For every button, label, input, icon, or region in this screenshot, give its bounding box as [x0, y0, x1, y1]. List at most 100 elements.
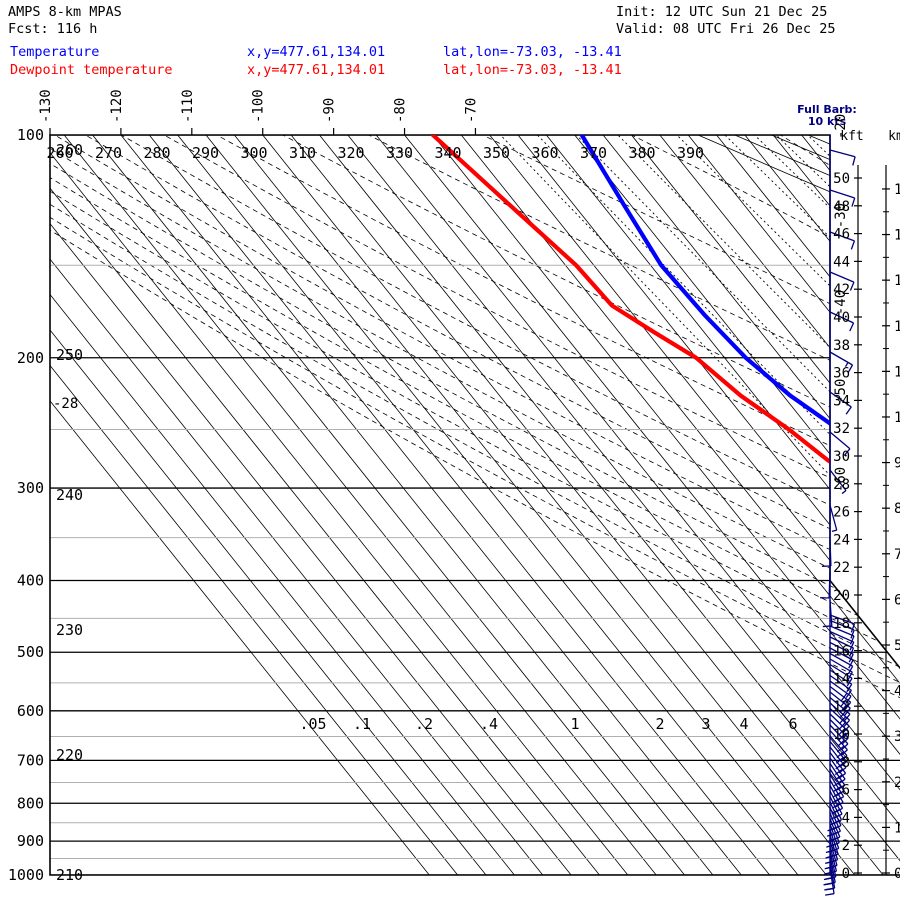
kft-tick-label: 36	[833, 366, 850, 382]
plot-frame	[49, 134, 900, 876]
valid-time: Valid: 08 UTC Fri 26 Dec 25	[616, 21, 836, 37]
pressure-tick-label: 700	[17, 751, 44, 769]
pressure-tick-label: 800	[17, 794, 44, 812]
right-temperature-label: -50	[833, 379, 849, 404]
mixing-ratio-label: 4	[739, 715, 748, 733]
kft-tick-label: 44	[833, 254, 850, 270]
kft-axis-title: kft	[840, 129, 863, 144]
dewpoint-curve	[430, 135, 900, 875]
kft-tick-label: 4	[842, 810, 850, 826]
right-temperature-label: -30	[833, 203, 849, 228]
km-tick-label: 13.	[894, 273, 900, 289]
theta-top-label: 270	[95, 144, 122, 162]
km-tick-label: 8.	[894, 501, 900, 517]
km-tick-label: 1.	[894, 820, 900, 836]
theta-left-label: 260	[56, 141, 83, 159]
km-tick-label: 14.	[894, 228, 900, 244]
temperature-xy-readout: x,y=477.61,134.01	[247, 44, 386, 60]
kft-tick-label: 30	[833, 449, 850, 465]
kft-tick-label: 6	[842, 783, 850, 799]
isotherm-lines	[50, 135, 900, 875]
kft-tick-label: 24	[833, 532, 850, 548]
top-temperature-label: -80	[393, 98, 409, 123]
top-temperature-label: -110	[180, 89, 196, 123]
mixing-ratio-label: 1	[570, 715, 579, 733]
km-tick-label: 15.	[894, 182, 900, 198]
theta-left-label: 210	[56, 866, 83, 884]
top-temperature-label: -70	[463, 98, 479, 123]
kft-tick-label: 2	[842, 838, 850, 854]
top-temperature-label: -130	[38, 89, 54, 123]
km-tick-label: 12.	[894, 319, 900, 335]
km-tick-label: 0.	[894, 866, 900, 882]
kft-tick-label: 26	[833, 505, 850, 521]
mixing-ratio-label: .1	[353, 715, 371, 733]
mixing-ratio-label: 3	[701, 715, 710, 733]
forecast-hour: Fcst: 116 h	[8, 21, 98, 37]
kft-tick-label: 46	[833, 227, 850, 243]
kft-tick-label: 16	[833, 644, 850, 660]
right-temperature-label: -40	[833, 290, 849, 315]
theta-top-label: 320	[337, 144, 364, 162]
pressure-tick-label: 500	[17, 643, 44, 661]
mixing-ratio-label: .05	[299, 715, 326, 733]
top-temperature-label: -120	[109, 89, 125, 123]
theta-left-label: 250	[56, 346, 83, 364]
temperature-legend-label: Temperature	[10, 44, 100, 60]
isobar-lines	[50, 135, 900, 875]
temperature-latlon-readout: lat,lon=-73.03, -13.41	[443, 44, 622, 60]
theta-top-label: 280	[143, 144, 170, 162]
sounding-curves	[430, 135, 900, 875]
kft-tick-label: 10	[833, 727, 850, 743]
top-temperature-label: -90	[322, 98, 338, 123]
kft-tick-label: 42	[833, 282, 850, 298]
kft-tick-label: 28	[833, 477, 850, 493]
kft-tick-label: 18	[833, 616, 850, 632]
km-axis-title: km	[888, 129, 900, 144]
theta-top-label: 390	[677, 144, 704, 162]
kft-tick-label: 50	[833, 171, 850, 187]
kft-tick-label: 40	[833, 310, 850, 326]
theta-top-label: 260	[46, 144, 73, 162]
pressure-tick-label: 900	[17, 832, 44, 850]
mixing-ratio-label: .4	[480, 715, 498, 733]
theta-left-label: 220	[56, 746, 83, 764]
top-temperature-label: -100	[251, 89, 267, 123]
theta-top-label: 380	[628, 144, 655, 162]
theta-left-label: 230	[56, 621, 83, 639]
km-tick-label: 7.	[894, 547, 900, 563]
kft-tick-label: 34	[833, 393, 850, 409]
pressure-tick-label: 300	[17, 479, 44, 497]
pressure-tick-label: 400	[17, 572, 44, 590]
theta-top-label: 300	[240, 144, 267, 162]
kft-tick-label: 38	[833, 338, 850, 354]
isotherm-edge-label: -28	[53, 396, 78, 412]
wind-barb-column	[820, 135, 856, 896]
kft-tick-label: 22	[833, 560, 850, 576]
kft-tick-label: 0	[842, 866, 850, 882]
km-tick-label: 5.	[894, 638, 900, 654]
theta-top-label: 290	[192, 144, 219, 162]
kft-tick-label: 20	[833, 588, 850, 604]
right-temperature-label: -60	[833, 467, 849, 492]
pressure-tick-label: 1000	[8, 866, 44, 884]
mixing-ratio-label: 6	[788, 715, 797, 733]
temperature-curve	[579, 135, 900, 875]
theta-left-label: 240	[56, 486, 83, 504]
km-tick-label: 11.	[894, 364, 900, 380]
km-tick-label: 9.	[894, 456, 900, 472]
pressure-tick-label: 200	[17, 349, 44, 367]
theta-top-label: 370	[580, 144, 607, 162]
pressure-tick-label: 600	[17, 702, 44, 720]
init-time: Init: 12 UTC Sun 21 Dec 25	[616, 4, 828, 20]
model-title: AMPS 8-km MPAS	[8, 4, 122, 20]
right-temperature-label: -20	[833, 114, 849, 139]
kft-tick-label: 48	[833, 199, 850, 215]
kft-tick-label: 14	[833, 671, 850, 687]
theta-top-label: 310	[289, 144, 316, 162]
wind-barb-key: Full Barb: 10 kts	[797, 103, 857, 128]
km-tick-label: 4.	[894, 684, 900, 700]
dewpoint-legend-label: Dewpoint temperature	[10, 62, 173, 78]
theta-top-label: 350	[483, 144, 510, 162]
